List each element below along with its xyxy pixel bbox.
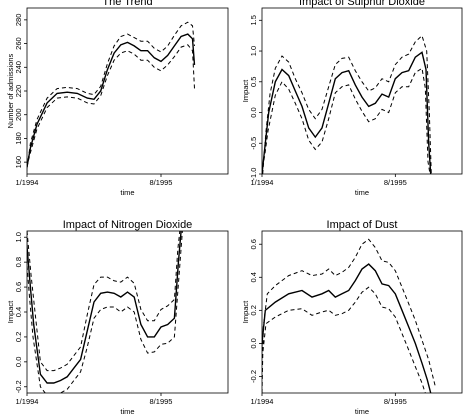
y-tick-label: 0.6 [14, 282, 23, 292]
plot-frame [26, 7, 229, 175]
x-tick-label: 8/1995 [384, 178, 407, 187]
y-tick-label: 0.0 [249, 107, 258, 117]
x-axis-label: time [120, 188, 134, 197]
y-tick-label: 0.2 [249, 305, 258, 315]
y-tick-label: 200 [14, 108, 23, 121]
plot-frame [261, 7, 463, 175]
y-tick-label: -1.0 [249, 168, 258, 181]
y-axis-label: Impact [241, 300, 250, 323]
y-tick-label: 1.0 [14, 232, 23, 242]
estimate-line [27, 33, 196, 171]
y-tick-label: 0.0 [14, 357, 23, 367]
y-tick-label: 180 [14, 132, 23, 145]
series-group [262, 34, 432, 174]
confidence-band-line [262, 67, 431, 174]
x-tick-label: 1/1994 [251, 178, 274, 187]
confidence-band-line [27, 21, 195, 173]
series-group [27, 231, 183, 393]
chart-panel-2: Impact of Sulphur Dioxide 1/1994 8/1995 -1.… [241, 0, 463, 197]
chart-title: Impact of Dust [327, 219, 398, 231]
y-tick-label: 240 [14, 61, 23, 74]
confidence-band-line [27, 231, 181, 372]
y-tick-label: 1.5 [249, 15, 258, 25]
y-axis-label: Number of admissions [6, 53, 15, 128]
estimate-line [262, 263, 432, 393]
x-tick-label: 1/1994 [16, 178, 39, 187]
chart-title: Impact of Nitrogen Dioxide [63, 219, 193, 231]
y-tick-label: 280 [14, 14, 23, 27]
y-tick-label: 0.4 [14, 307, 23, 317]
chart-panel-1: The Trend 1/1994 8/1995 160 180 200 220 240 260 2… [6, 0, 229, 197]
y-axis-label: Impact [6, 300, 15, 323]
y-tick-label: 1.0 [249, 46, 258, 56]
x-tick-label: 1/1994 [251, 397, 274, 406]
confidence-band-line [27, 44, 195, 169]
x-tick-label: 8/1995 [384, 397, 407, 406]
y-tick-label: 0.2 [14, 332, 23, 342]
confidence-band-line [262, 238, 436, 393]
x-axis-label: time [355, 188, 369, 197]
x-tick-label: 1/1994 [16, 397, 39, 406]
y-tick-label: 220 [14, 85, 23, 98]
y-axis-label: Impact [241, 79, 250, 102]
series-group [27, 21, 196, 173]
estimate-line [27, 231, 182, 384]
plot-frame [26, 230, 229, 394]
y-tick-label: 260 [14, 37, 23, 50]
chart-title: The Trend [102, 0, 152, 8]
x-axis-label: time [120, 407, 134, 416]
y-tick-label: 0.6 [249, 239, 258, 249]
confidence-band-line [262, 286, 426, 393]
plot-frame [261, 230, 463, 394]
y-tick-label: -0.2 [14, 380, 23, 393]
estimate-line [262, 51, 432, 174]
y-tick-label: 0.4 [249, 272, 258, 282]
confidence-band-line [27, 231, 183, 393]
series-group [262, 238, 436, 393]
confidence-band-line [262, 34, 432, 174]
y-tick-label: -0.5 [249, 137, 258, 150]
chart-title: Impact of Sulphur Dioxide [299, 0, 425, 8]
y-tick-label: -0.2 [249, 370, 258, 383]
y-tick-label: 0.5 [249, 77, 258, 87]
chart-panel-3: Impact of Nitrogen Dioxide 1/1994 8/1995 -0… [6, 219, 229, 416]
chart-panel-4: Impact of Dust 1/1994 8/1995 -0.2 0.0 0.2 0.4 0… [241, 219, 463, 416]
y-tick-label: 0.0 [249, 338, 258, 348]
x-axis-label: time [355, 407, 369, 416]
x-tick-label: 8/1995 [150, 178, 173, 187]
y-tick-label: 160 [14, 156, 23, 169]
x-tick-label: 8/1995 [150, 397, 173, 406]
y-tick-label: 0.8 [14, 257, 23, 267]
